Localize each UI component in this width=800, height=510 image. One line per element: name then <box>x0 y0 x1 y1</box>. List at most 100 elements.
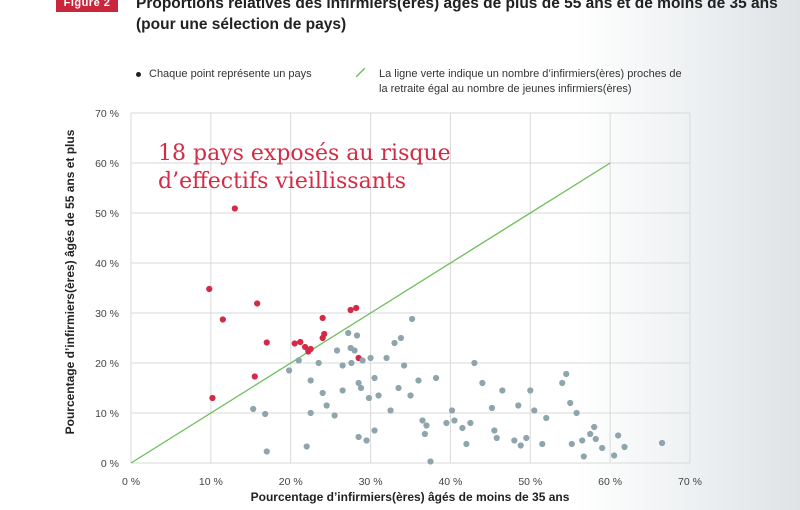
data-point-country <box>391 339 398 347</box>
legend-points-label: Chaque point représente un pays <box>149 68 312 80</box>
data-point-country <box>427 458 434 465</box>
data-point-country <box>592 435 599 443</box>
data-point-country <box>543 414 550 422</box>
x-axis-label: Pourcentage d’infirmiers(ères) âgés de m… <box>250 490 570 504</box>
data-point-country <box>580 453 587 460</box>
y-tick-label: 60 % <box>95 158 119 170</box>
data-point-country <box>488 404 496 412</box>
data-point-country <box>499 387 506 394</box>
x-tick-label: 10 % <box>199 476 223 488</box>
data-point-country <box>387 407 394 414</box>
data-point-country <box>262 410 269 418</box>
y-tick-label: 0 % <box>101 458 119 470</box>
data-point-country <box>339 387 346 394</box>
data-point-at-risk <box>251 373 258 380</box>
data-point-country <box>375 392 382 399</box>
data-point-country <box>511 437 518 444</box>
legend-line-label: La ligne verte indique un nombre d’infir… <box>379 68 682 95</box>
y-tick-label: 10 % <box>95 408 119 420</box>
data-point-country <box>263 448 270 455</box>
data-point-country <box>568 440 575 448</box>
data-point-country <box>383 354 390 362</box>
data-point-country <box>351 347 358 354</box>
data-point-at-risk <box>254 300 261 307</box>
data-point-country <box>286 367 293 374</box>
data-point-country <box>307 377 314 384</box>
data-point-country <box>339 362 346 369</box>
data-point-country <box>523 434 530 442</box>
data-point-country <box>567 399 574 407</box>
data-point-country <box>371 427 378 434</box>
x-tick-label: 60 % <box>598 476 622 488</box>
data-point-country <box>395 384 402 392</box>
data-point-country <box>355 379 362 387</box>
y-tick-label: 70 % <box>95 108 119 120</box>
data-point-at-risk <box>263 339 270 346</box>
data-point-country <box>355 433 362 441</box>
y-tick-label: 30 % <box>95 308 119 320</box>
data-point-country <box>611 452 618 459</box>
data-point-country <box>307 409 314 417</box>
data-point-country <box>423 422 430 429</box>
data-point-country <box>527 387 534 394</box>
data-point-at-risk <box>206 285 213 293</box>
data-point-at-risk <box>291 340 298 347</box>
data-point-country <box>357 384 365 392</box>
data-point-country <box>448 407 456 414</box>
data-point-country <box>315 359 322 367</box>
data-point-country <box>471 359 478 367</box>
data-point-country <box>621 443 628 451</box>
y-tick-label: 50 % <box>95 208 119 220</box>
data-point-at-risk <box>301 343 309 351</box>
data-point-country <box>599 444 606 452</box>
data-point-country <box>359 357 366 364</box>
data-point-country <box>397 334 405 342</box>
data-point-country <box>479 379 486 387</box>
x-tick-label: 0 % <box>122 476 140 488</box>
y-tick-label: 40 % <box>95 258 119 270</box>
data-point-at-risk <box>219 316 226 323</box>
reference-line <box>130 162 611 464</box>
data-point-country <box>331 412 338 419</box>
x-tick-label: 50 % <box>518 476 542 488</box>
x-tick-label: 20 % <box>279 476 303 488</box>
x-tick-label: 40 % <box>438 476 462 488</box>
data-point-country <box>371 374 378 382</box>
data-point-country <box>463 440 470 448</box>
data-point-country <box>365 394 373 402</box>
data-point-at-risk <box>347 306 354 314</box>
data-point-at-risk <box>231 205 238 212</box>
data-point-at-risk <box>307 345 314 353</box>
data-point-country <box>415 377 422 384</box>
data-point-at-risk <box>297 338 304 346</box>
data-point-country <box>348 359 355 367</box>
y-axis-label: Pourcentage d’infirmiers(ères) âgés de 5… <box>63 129 77 435</box>
data-point-country <box>407 392 414 399</box>
legend-dot-icon <box>136 72 141 77</box>
data-point-at-risk <box>321 330 328 338</box>
data-point-country <box>353 332 361 339</box>
data-point-country <box>323 402 330 409</box>
data-point-at-risk <box>209 394 216 402</box>
data-point-country <box>367 354 374 362</box>
figure-label: Figure 2 <box>56 0 118 12</box>
chart-title: Proportions relatives des infirmiers(ère… <box>136 0 778 33</box>
data-point-at-risk <box>353 304 360 312</box>
data-point-country <box>563 370 570 378</box>
data-point-country <box>421 430 428 438</box>
data-point-country <box>591 423 598 431</box>
data-point-country <box>579 437 586 444</box>
data-point-country <box>295 357 302 364</box>
data-point-country <box>491 427 498 434</box>
data-point-country <box>419 417 426 424</box>
data-point-country <box>587 430 594 438</box>
data-point-country <box>303 443 310 450</box>
data-point-country <box>493 434 500 442</box>
annotation-at-risk: 18 pays exposés au risque d’effectifs vi… <box>158 141 451 194</box>
data-point-country <box>401 362 408 369</box>
data-point-at-risk <box>319 314 326 322</box>
data-point-country <box>559 379 566 387</box>
data-point-country <box>531 407 538 414</box>
data-point-country <box>459 424 466 432</box>
